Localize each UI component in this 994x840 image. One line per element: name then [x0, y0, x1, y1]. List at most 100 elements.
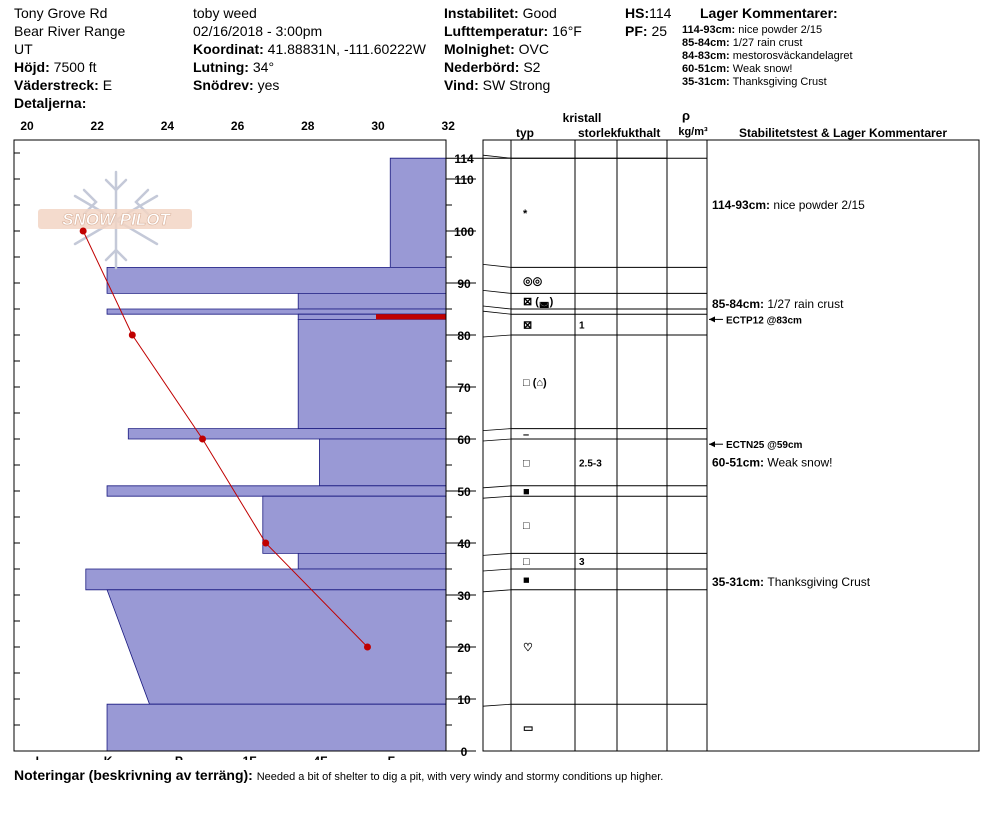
layer-connector — [482, 485, 512, 489]
grain-symbol: ⊠ — [523, 320, 532, 332]
hardness-bar — [106, 485, 447, 497]
hardness-bar — [127, 428, 447, 440]
snowpilot-logo: SNOW PILOT — [38, 170, 192, 270]
column-rho: ρ — [682, 108, 690, 123]
layer-connector — [482, 334, 512, 338]
right-comment-text: Weak snow! — [767, 455, 832, 469]
grain-symbol: * — [523, 208, 528, 220]
observer: toby weed — [193, 5, 257, 21]
grain-size: 3 — [579, 557, 585, 568]
hardness-bar — [85, 568, 447, 591]
layer-connector — [482, 495, 512, 499]
temperature-axis: 20 22 24 26 28 30 32 — [20, 119, 455, 133]
right-comment-range: 85-84cm: — [712, 297, 767, 311]
grain-size: 1 — [579, 321, 585, 332]
wind-label: Vind: — [444, 77, 479, 93]
column-density: kg/m³ — [678, 126, 708, 138]
snow-profile-chart: 20 22 24 26 28 30 32 SNOW PILOT 0 10 20 30 40 50 60 7… — [13, 108, 980, 760]
hs-label: HS: — [625, 5, 650, 21]
grain-symbol: ♡ — [523, 642, 533, 654]
layer-connector — [482, 310, 512, 315]
layer-connector — [482, 703, 512, 707]
slope-label: Lutning: — [193, 59, 249, 75]
hardness-bar — [297, 553, 447, 570]
height-tick-label: 100 — [454, 225, 474, 239]
pf-value: 25 — [651, 23, 668, 39]
temperature-point — [199, 435, 206, 443]
coord-value: 41.88831N, -111.60222W — [267, 41, 426, 57]
test-arrow-head — [709, 441, 715, 448]
hardness-bar — [297, 292, 447, 310]
precip-row: Nederbörd: S2 — [444, 58, 540, 76]
grain-symbol: ◎◎ — [523, 275, 543, 287]
notes-row: Noteringar (beskrivning av terräng): Nee… — [14, 767, 663, 783]
site-name: Tony Grove Rd — [14, 5, 108, 21]
temperature-point — [79, 227, 87, 235]
temperature-point — [363, 643, 371, 651]
layer-connector — [482, 428, 512, 431]
layer-connector — [482, 290, 512, 294]
aspect-value: E — [102, 77, 113, 93]
datetime: 02/16/2018 - 3:00pm — [193, 23, 323, 39]
hardness-profile — [85, 157, 447, 752]
layer-connector — [482, 553, 512, 556]
slope-value: 34° — [252, 59, 275, 75]
stability-test-label: ECTN25 @59cm — [726, 440, 803, 451]
airtemp-label: Lufttemperatur: — [444, 23, 549, 39]
hardness-tick-label: F — [388, 754, 395, 760]
stability-label: Instabilitet: — [444, 5, 519, 21]
elevation-label: Höjd: — [14, 59, 50, 75]
notes-text: Needed a bit of shelter to dig a pit, wi… — [256, 771, 664, 783]
temperature-point — [262, 539, 270, 547]
wind-value: SW Strong — [482, 77, 551, 93]
height-axis: 0 10 20 30 40 50 60 70 80 90 100 110 114 — [446, 152, 476, 759]
drift-row: Snödrev: yes — [193, 76, 279, 94]
precip-label: Nederbörd: — [444, 59, 520, 75]
stability-row: Instabilitet: Good — [444, 4, 557, 22]
hardness-plot-frame — [13, 139, 447, 752]
temp-tick-label: 20 — [20, 119, 34, 133]
precip-value: S2 — [523, 59, 541, 75]
right-comment-text: 1/27 rain crust — [767, 297, 844, 311]
coord-row: Koordinat: 41.88831N, -111.60222W — [193, 40, 426, 58]
state: UT — [14, 41, 33, 57]
height-tick-label: 70 — [457, 381, 471, 395]
column-moisture: fukthalt — [617, 126, 660, 140]
details-row: Detaljerna: — [14, 94, 86, 112]
hs-value: 114 — [649, 5, 672, 21]
aspect-label: Väderstreck: — [14, 77, 99, 93]
stability-value: Good — [522, 5, 557, 21]
hardness-bar — [319, 438, 447, 487]
layer-comment: 35-31cm: Thanksgiving Crust — [682, 76, 827, 88]
right-comment: 85-84cm: 1/27 rain crust — [712, 297, 844, 311]
sky-value: OVC — [518, 41, 549, 57]
layer-connector — [482, 568, 512, 572]
layer-table: kristall typ storlek fukthalt ρ kg/m³ St… — [476, 108, 980, 752]
pf-row: PF: 25 — [625, 22, 667, 40]
height-tick-label: 10 — [457, 693, 471, 707]
slope-row: Lutning: 34° — [193, 58, 274, 76]
right-comment: 35-31cm: Thanksgiving Crust — [712, 575, 871, 589]
airtemp-value: 16°F — [552, 23, 582, 39]
grain-size: 2.5-3 — [579, 458, 602, 469]
critical-layer-marker — [376, 314, 446, 320]
hardness-bar — [106, 308, 447, 315]
temp-tick-label: 30 — [371, 119, 385, 133]
grain-symbol: – — [523, 429, 529, 441]
left-tick-marks — [14, 152, 20, 726]
column-crystal: kristall — [563, 111, 602, 125]
grain-symbol: ■ — [523, 486, 530, 498]
sky-row: Molnighet: OVC — [444, 40, 549, 58]
height-tick-label: 0 — [461, 745, 468, 759]
height-tick-label: 50 — [457, 485, 471, 499]
height-tick-label: 60 — [457, 433, 471, 447]
right-comment-range: 60-51cm: — [712, 455, 767, 469]
layer-comment: 60-51cm: Weak snow! — [682, 63, 793, 75]
temperature-point — [128, 331, 136, 339]
temp-tick-label: 22 — [91, 119, 105, 133]
right-comment: 114-93cm: nice powder 2/15 — [712, 198, 865, 212]
temp-tick-label: 28 — [301, 119, 315, 133]
right-comment-text: nice powder 2/15 — [773, 198, 865, 212]
height-tick-label: 30 — [457, 589, 471, 603]
hardness-bar — [262, 495, 447, 554]
